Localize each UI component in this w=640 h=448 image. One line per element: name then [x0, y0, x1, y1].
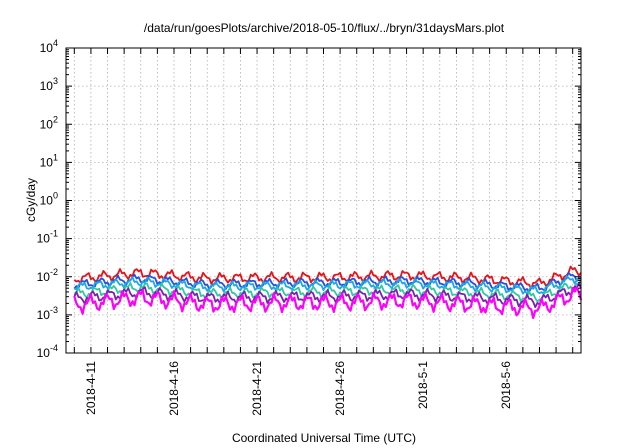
chart-title: /data/run/goesPlots/archive/2018-05-10/f… [144, 21, 505, 35]
x-tick-label: 2018-5-6 [499, 361, 513, 409]
y-tick-base: 10 [40, 79, 54, 93]
y-tick-label: 102 [40, 114, 58, 131]
x-tick-label: 2018-4-26 [333, 361, 347, 416]
y-tick-label: 100 [40, 191, 58, 208]
y-tick-label: 10-4 [37, 343, 58, 360]
y-tick-label: 103 [40, 76, 58, 93]
y-tick-base: 10 [37, 232, 51, 246]
x-tick-label: 2018-4-21 [250, 361, 264, 416]
x-tick-label: 2018-4-16 [167, 361, 181, 416]
series-line-6 [73, 286, 583, 320]
y-tick-exponent: -4 [50, 343, 58, 353]
y-tick-exponent: 1 [53, 152, 58, 162]
y-tick-base: 10 [37, 308, 51, 322]
y-tick-label: 10-3 [37, 305, 58, 322]
y-tick-base: 10 [40, 194, 54, 208]
x-axis: 2018-4-11 2018-4-16 2018-4-21 2018-4-26 2018… [73, 48, 574, 416]
y-tick-base: 10 [37, 270, 51, 284]
y-tick-base: 10 [40, 155, 54, 169]
y-tick-label: 104 [40, 38, 58, 55]
y-tick-label: 10-2 [37, 267, 58, 284]
y-tick-exponent: 0 [53, 191, 58, 201]
series-layer [73, 265, 583, 320]
series-line-1 [73, 265, 582, 290]
y-tick-base: 10 [40, 117, 54, 131]
y-tick-label: 10-1 [37, 229, 58, 246]
x-tick-label: 2018-4-11 [84, 361, 98, 415]
y-tick-exponent: -3 [50, 305, 58, 315]
series-line-3 [73, 275, 582, 295]
x-axis-label: Coordinated Universal Time (UTC) [232, 431, 416, 445]
y-tick-base: 10 [40, 41, 54, 55]
y-tick-base: 10 [37, 346, 51, 360]
y-tick-exponent: -1 [50, 229, 58, 239]
series-line-5 [73, 282, 582, 309]
grid [66, 48, 581, 353]
y-tick-exponent: 2 [53, 114, 58, 124]
y-tick-exponent: -2 [50, 267, 58, 277]
y-tick-label: 101 [40, 152, 58, 169]
x-tick-label: 2018-5-1 [416, 361, 430, 409]
y-tick-exponent: 4 [53, 38, 58, 48]
y-tick-exponent: 3 [53, 76, 58, 86]
y-axis-label: cGy/day [24, 178, 38, 222]
